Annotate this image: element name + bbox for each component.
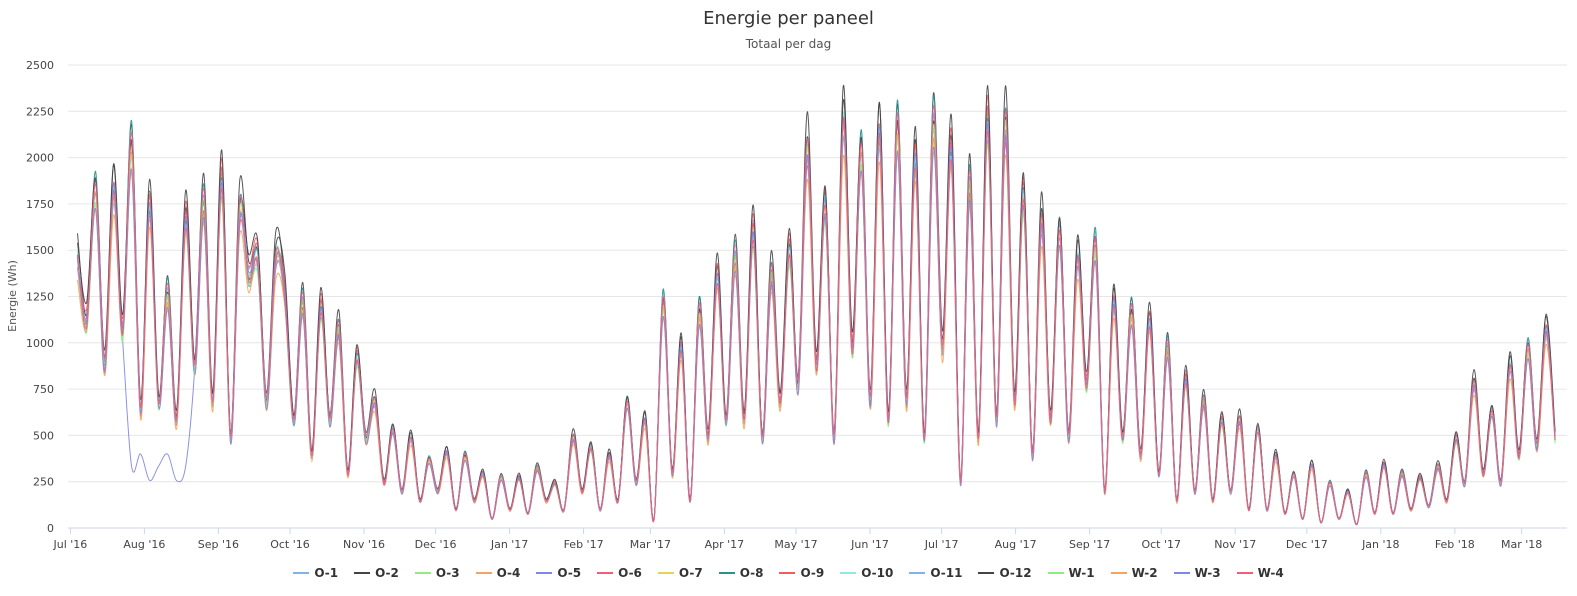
series-line-o-9[interactable] [77,94,1556,525]
legend-symbol [909,572,926,574]
legend-symbol [293,572,310,574]
y-tick-label: 250 [33,476,54,489]
legend-item-o-9[interactable]: O-9 [779,566,824,580]
legend-item-o-1[interactable]: O-1 [293,566,338,580]
x-tick-label: Jan '18 [1361,538,1399,551]
x-tick-label: Nov '17 [1214,538,1256,551]
x-tick-label: Sep '16 [198,538,239,551]
series-line-o-8[interactable] [77,96,1556,525]
legend-label: O-8 [739,566,764,580]
legend-symbol [657,572,674,574]
legend-symbol [1047,572,1064,574]
chart-title: Energie per paneel [703,8,874,29]
y-tick-label: 2000 [26,152,54,165]
legend-label: O-4 [496,566,521,580]
series-line-o-1[interactable] [77,105,1556,525]
legend-label: O-11 [930,566,963,580]
y-tick-label: 1250 [26,291,54,304]
x-tick-label: Jul '17 [924,538,959,551]
x-tick-label: Apr '17 [705,538,745,551]
x-tick-label: Jan '17 [490,538,528,551]
legend-symbol [536,572,553,574]
y-tick-label: 1500 [26,244,54,257]
x-tick-label: Oct '16 [270,538,310,551]
x-tick-label: Nov '16 [343,538,385,551]
legend-item-w-3[interactable]: W-3 [1173,566,1221,580]
y-axis-label: Energie (Wh) [6,260,19,332]
y-tick-label: 500 [33,429,54,442]
y-tick-label: 750 [33,383,54,396]
legend-symbol [779,572,796,574]
legend-label: O-12 [999,566,1032,580]
legend-item-o-12[interactable]: O-12 [978,566,1032,580]
legend-label: O-1 [314,566,339,580]
legend-item-o-10[interactable]: O-10 [840,566,893,580]
series-line-o-11[interactable] [77,111,1556,525]
x-tick-label: Dec '16 [415,538,457,551]
legend-symbol [1236,572,1253,574]
legend-item-o-8[interactable]: O-8 [718,566,764,580]
legend-symbol [475,572,492,574]
y-axis-ticks: 0 250 500 750 1000 1250 1500 1750 2000 2250 2500 [26,59,54,535]
legend-symbol [1110,572,1127,574]
series-line-o-2[interactable] [77,85,1556,525]
x-tick-label: Sep '17 [1069,538,1110,551]
legend: O-1 O-2 O-3 O-4 O-5 O-6 O-7 O-8 O-9 O-10 O-11 O-12 W… [0,566,1577,580]
series-line-o-10[interactable] [77,111,1556,526]
legend-label: O-7 [678,566,703,580]
legend-item-o-4[interactable]: O-4 [475,566,521,580]
legend-label: O-6 [618,566,642,580]
legend-item-o-11[interactable]: O-11 [909,566,962,580]
legend-label: W-3 [1194,566,1221,580]
legend-symbol [1173,572,1190,574]
legend-label: O-2 [375,566,399,580]
y-tick-label: 2500 [26,59,54,72]
legend-item-w-4[interactable]: W-4 [1236,566,1284,580]
y-tick-label: 2250 [26,105,54,118]
legend-item-o-3[interactable]: O-3 [414,566,460,580]
x-tick-label: Jul '16 [52,538,87,551]
legend-symbol [978,572,995,574]
grid [68,64,1567,529]
series-lines [77,84,1556,526]
series-line-o-3[interactable] [77,109,1556,525]
x-tick-label: May '17 [774,538,817,551]
y-tick-label: 1000 [26,337,54,350]
legend-label: W-4 [1257,566,1284,580]
y-tick-label: 0 [47,522,54,535]
legend-label: O-3 [435,566,460,580]
x-tick-label: Mar '17 [630,538,671,551]
legend-label: O-9 [800,566,825,580]
x-tick-label: Aug '17 [995,538,1037,551]
x-tick-label: Mar '18 [1501,538,1542,551]
x-tick-label: Feb '18 [1435,538,1475,551]
legend-symbol [840,572,857,574]
series-line-o-6[interactable] [77,106,1556,525]
series-line-w-4[interactable] [77,105,1556,525]
legend-symbol [414,572,431,574]
legend-item-o-7[interactable]: O-7 [657,566,703,580]
legend-label: O-10 [861,566,894,580]
x-tick-label: Dec '17 [1286,538,1328,551]
x-axis-ticks: Jul '16 Aug '16 Sep '16 Oct '16 Nov '16 Dec '… [52,528,1542,551]
legend-item-o-6[interactable]: O-6 [597,566,642,580]
chart-subtitle: Totaal per dag [745,37,832,51]
legend-item-w-2[interactable]: W-2 [1110,566,1158,580]
legend-label: W-2 [1131,566,1158,580]
x-tick-label: Feb '17 [564,538,604,551]
legend-item-w-1[interactable]: W-1 [1047,566,1095,580]
legend-symbol [718,572,735,574]
legend-symbol [354,572,371,574]
legend-label: O-5 [557,566,582,580]
y-tick-label: 1750 [26,198,54,211]
series-line-o-12[interactable] [77,84,1556,525]
legend-symbol [597,572,614,574]
line-chart: 0 250 500 750 1000 1250 1500 1750 2000 2250 2500 J… [6,59,1567,551]
legend-label: W-1 [1068,566,1095,580]
x-tick-label: Oct '17 [1141,538,1181,551]
legend-item-o-2[interactable]: O-2 [354,566,399,580]
x-tick-label: Jun '17 [850,538,889,551]
legend-item-o-5[interactable]: O-5 [536,566,581,580]
x-tick-label: Aug '16 [123,538,165,551]
